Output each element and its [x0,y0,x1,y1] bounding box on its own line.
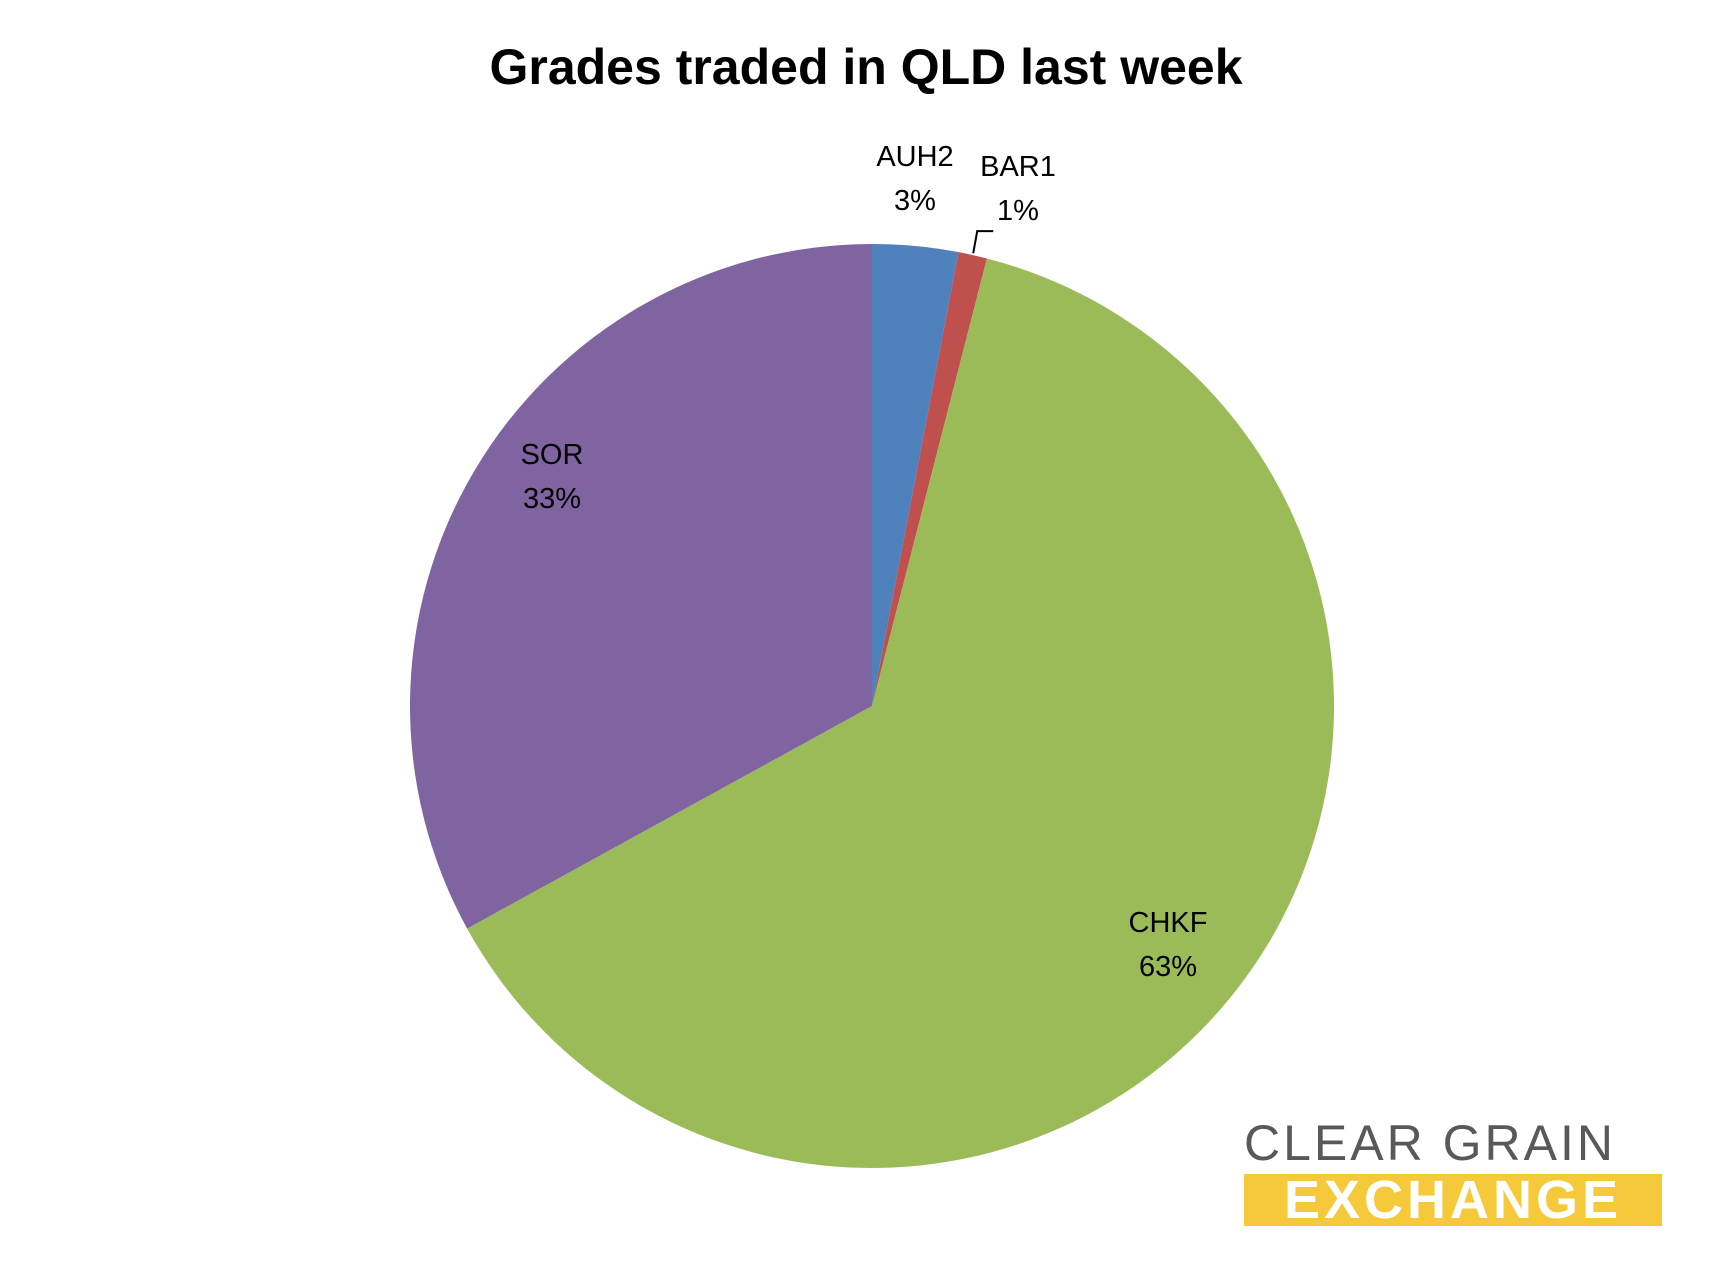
slice-label-auh2: AUH2 [876,141,953,173]
slice-value-sor: 33% [523,483,581,515]
logo-band: EXCHANGE [1244,1174,1662,1226]
pie-slice-auh2 [872,244,959,706]
logo-line-2: EXCHANGE [1283,1174,1623,1226]
leader-line-bar1 [972,230,994,254]
slice-value-auh2: 3% [894,185,936,217]
pie-slices [409,244,1334,1168]
slice-value-chkf: 63% [1139,951,1197,983]
slice-label-sor: SOR [521,439,584,471]
leader-lines [972,230,994,254]
slice-labels: AUH2 3% BAR1 1% CHKF 63% SOR 33% [521,141,1208,983]
pie-slice-chkf [467,258,1334,1168]
slice-label-bar1: BAR1 [980,151,1056,183]
pie-slice-bar1 [872,252,987,706]
logo-line-1: CLEAR GRAIN [1244,1115,1616,1171]
slice-value-bar1: 1% [997,195,1039,227]
chart-title: Grades traded in QLD last week [489,39,1243,95]
slice-label-chkf: CHKF [1129,907,1208,939]
pie-slice-sor [409,244,872,929]
clear-grain-exchange-logo: CLEAR GRAIN EXCHANGE [1244,1118,1664,1226]
